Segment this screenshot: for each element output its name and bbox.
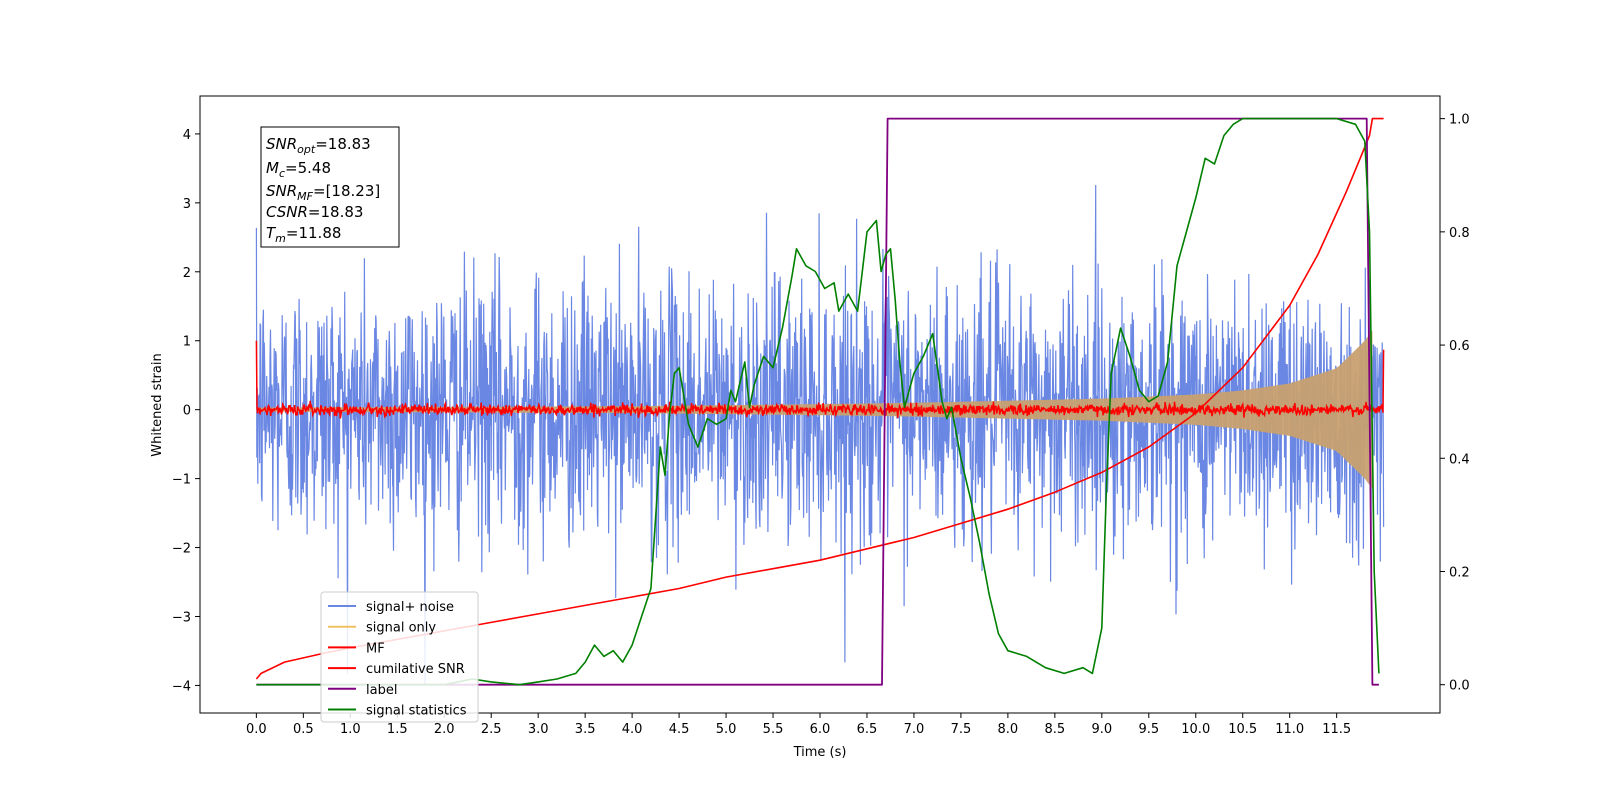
info-box: SNRopt=18.83 Mc=5.48 SNRMF=[18.23] CSNR=… [260, 126, 400, 248]
info-csnr-value: =18.83 [308, 203, 364, 221]
legend-mf-text: MF [366, 641, 385, 656]
x-tick-label: 9.0 [1091, 722, 1112, 737]
x-tick-label: 10.0 [1181, 722, 1210, 737]
x-tick-label: 4.0 [622, 722, 643, 737]
x-ticks: 0.0 0.5 1.0 1.5 2.0 2.5 3.0 3.5 4.0 4.5 5.0 5.5 6.0 6… [246, 713, 1351, 737]
info-snr-mf: SNRMF=[18.23] [266, 182, 380, 203]
y-tick-label: 3 [183, 197, 191, 212]
series-label [256, 117, 1379, 686]
info-mc-value: =5.48 [285, 159, 331, 177]
x-tick-label: 4.5 [669, 722, 690, 737]
x-tick-label: 9.5 [1138, 722, 1159, 737]
y-tick-label: −3 [172, 610, 191, 625]
info-csnr: CSNR=18.83 [266, 203, 363, 221]
series-signal-noise [255, 184, 1385, 685]
y-right-tick-label: 0.0 [1449, 679, 1470, 694]
x-tick-label: 8.0 [998, 722, 1019, 737]
y-right-tick-label: 0.4 [1449, 452, 1470, 467]
info-mc-sub: c [279, 167, 285, 180]
y-tick-label: −1 [172, 473, 191, 488]
x-tick-label: 0.0 [246, 722, 267, 737]
x-axis-label: Time (s) [793, 745, 847, 760]
info-mc: Mc=5.48 [266, 159, 331, 180]
y-right-tick-label: 0.6 [1449, 339, 1470, 354]
y-tick-label: 1 [183, 335, 191, 350]
x-tick-label: 8.5 [1045, 722, 1066, 737]
y-tick-label: 2 [183, 266, 191, 281]
legend-frame [320, 591, 479, 723]
series-signal-statistics [256, 117, 1380, 686]
x-tick-label: 6.0 [810, 722, 831, 737]
info-tm-main: T [266, 224, 277, 242]
legend-signal-only-text: signal only [366, 621, 436, 636]
x-tick-label: 10.5 [1228, 722, 1257, 737]
x-tick-label: 1.5 [387, 722, 408, 737]
y-right-tick-label: 0.8 [1449, 226, 1470, 241]
y-axis-label: Whitened strain [150, 353, 165, 456]
x-tick-label: 1.0 [340, 722, 361, 737]
x-tick-label: 7.5 [951, 722, 972, 737]
y-tick-label: −4 [172, 679, 191, 694]
legend-label-text: label [366, 683, 397, 698]
legend-cumulative-snr-text: cumilative SNR [366, 662, 465, 677]
x-tick-label: 2.5 [481, 722, 502, 737]
y-right-tick-label: 1.0 [1449, 113, 1470, 128]
x-tick-label: 3.5 [575, 722, 596, 737]
x-tick-label: 5.0 [716, 722, 737, 737]
x-tick-label: 0.5 [293, 722, 314, 737]
y-ticks-right: 1.0 0.8 0.6 0.4 0.2 0.0 [1440, 113, 1470, 694]
x-tick-label: 2.0 [434, 722, 455, 737]
x-tick-label: 7.0 [904, 722, 925, 737]
info-tm-value: =11.88 [286, 224, 342, 242]
x-tick-label: 5.5 [763, 722, 784, 737]
x-tick-label: 11.0 [1275, 722, 1304, 737]
info-snr-opt: SNRopt=18.83 [266, 135, 371, 156]
info-tm: Tm=11.88 [266, 224, 341, 245]
legend: signal+ noise signal only MF cumilative SNR… [320, 591, 479, 723]
info-tm-sub: m [275, 232, 286, 245]
info-snr-opt-main: SNR [266, 135, 297, 153]
info-mc-main: M [266, 159, 279, 177]
y-tick-label: −2 [172, 542, 191, 557]
info-csnr-main: CSNR [266, 203, 308, 221]
info-snr-mf-main: SNR [266, 182, 297, 200]
info-box-frame [260, 126, 400, 248]
y-ticks: 4 3 2 1 0 −1 −2 −3 −4 [172, 128, 200, 694]
info-snr-opt-sub: opt [297, 143, 316, 156]
legend-signal-noise-text: signal+ noise [366, 600, 454, 615]
info-snr-opt-value: =18.83 [315, 135, 371, 153]
x-tick-label: 3.0 [528, 722, 549, 737]
y-right-tick-label: 0.2 [1449, 565, 1470, 580]
legend-signal-statistics-text: signal statistics [366, 704, 467, 719]
info-snr-mf-sub: MF [297, 190, 313, 203]
x-tick-label: 11.5 [1322, 722, 1351, 737]
x-tick-label: 6.5 [857, 722, 878, 737]
y-tick-label: 0 [183, 404, 191, 419]
info-snr-mf-value: =[18.23] [313, 182, 380, 200]
y-tick-label: 4 [183, 128, 191, 143]
